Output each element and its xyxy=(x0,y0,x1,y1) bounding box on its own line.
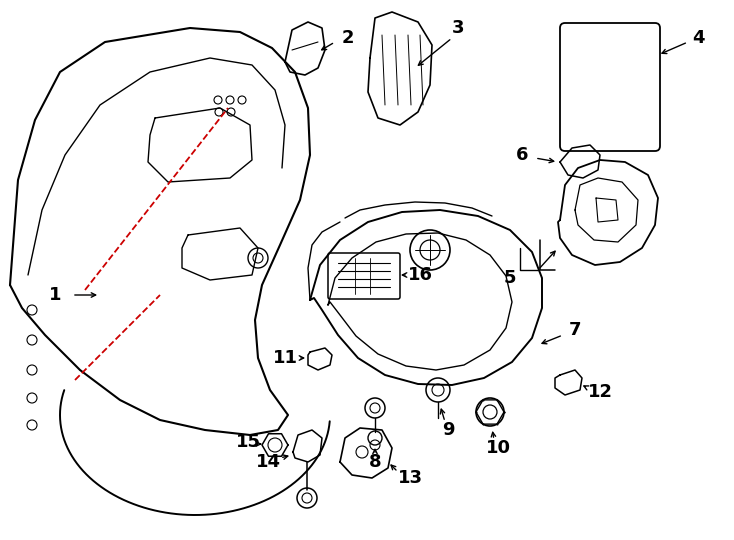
Text: 10: 10 xyxy=(485,439,511,457)
Text: 3: 3 xyxy=(451,19,464,37)
FancyBboxPatch shape xyxy=(328,253,400,299)
Text: 4: 4 xyxy=(691,29,704,47)
Text: 6: 6 xyxy=(516,146,528,164)
FancyBboxPatch shape xyxy=(560,23,660,151)
Text: 9: 9 xyxy=(442,421,454,439)
Text: 2: 2 xyxy=(342,29,355,47)
Text: 16: 16 xyxy=(407,266,432,284)
Text: 14: 14 xyxy=(255,453,280,471)
Text: 12: 12 xyxy=(587,383,612,401)
Text: 11: 11 xyxy=(272,349,297,367)
Text: 7: 7 xyxy=(569,321,581,339)
Text: 5: 5 xyxy=(504,269,516,287)
Text: 1: 1 xyxy=(48,286,61,304)
Text: 15: 15 xyxy=(236,433,261,451)
Text: 13: 13 xyxy=(398,469,423,487)
Text: 8: 8 xyxy=(368,453,381,471)
